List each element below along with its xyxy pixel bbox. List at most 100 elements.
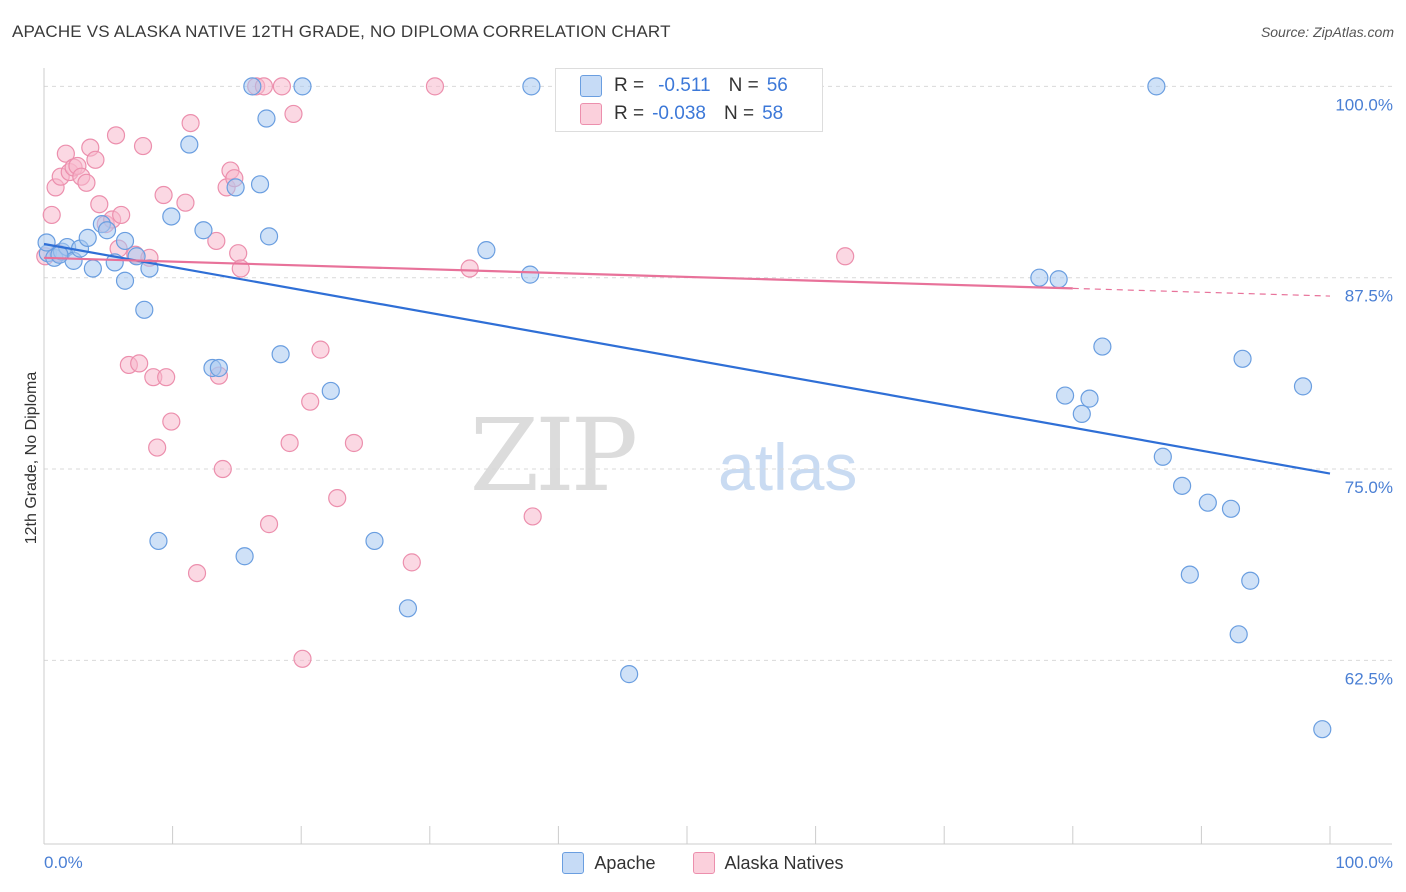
- apache-point: [477, 241, 496, 260]
- alaska-natives-point: [130, 354, 149, 373]
- apache-point: [180, 135, 199, 154]
- apache-point: [115, 271, 135, 290]
- trend-lines: [43, 242, 1331, 475]
- apache-point: [1153, 447, 1172, 466]
- legend-item-alaska-natives[interactable]: Alaska Natives: [692, 852, 844, 874]
- alaska-natives-point: [328, 488, 347, 508]
- alaska-natives-point: [402, 553, 421, 572]
- alaska-natives-point: [181, 114, 200, 133]
- apache-point: [83, 259, 102, 278]
- legend-swatch-alaska-natives: [692, 852, 715, 874]
- alaska-natives-point: [187, 563, 207, 583]
- alaska-natives-point: [213, 459, 232, 479]
- apache-point: [226, 178, 245, 197]
- apache-point: [398, 599, 418, 618]
- apache-point: [321, 381, 340, 401]
- apache-point: [209, 358, 228, 378]
- alaska-natives-point: [162, 412, 181, 431]
- alaska-natives-point: [311, 340, 330, 359]
- apache-point: [1233, 349, 1252, 368]
- apache-point: [1293, 377, 1313, 396]
- apache-point: [1055, 386, 1075, 405]
- alaska-natives-point: [280, 433, 299, 453]
- apache-r-label: R =: [614, 75, 645, 96]
- apache-point: [78, 228, 97, 247]
- apache-point: [257, 109, 276, 128]
- y-tick-label: 62.5%: [1345, 669, 1393, 688]
- apache-point: [365, 531, 384, 551]
- alaska-natives-point: [133, 136, 153, 156]
- alaska-natives-point: [836, 247, 855, 266]
- apache-n-value: 56: [766, 75, 788, 96]
- chart-legend: Apache Alaska Natives: [0, 852, 1406, 879]
- watermark-atlas: atlas: [718, 430, 857, 504]
- alaska-natives-trend-line: [43, 256, 1073, 290]
- alaska-r-value: -0.038: [652, 103, 706, 124]
- apache-point: [135, 300, 154, 319]
- correlation-stats-box: R = -0.511 N = 56 R = -0.038 N = 58: [555, 68, 823, 132]
- y-axis-label: 12th Grade, No Diploma: [23, 372, 40, 545]
- apache-point: [162, 207, 181, 226]
- y-tick-label: 75.0%: [1345, 478, 1393, 497]
- alaska-natives-point: [154, 185, 173, 205]
- alaska-natives-point: [207, 231, 226, 251]
- alaska-natives-point: [77, 173, 96, 192]
- alaska-natives-point: [176, 193, 195, 212]
- apache-point: [1241, 571, 1260, 590]
- apache-point: [271, 345, 290, 364]
- legend-label-apache: Apache: [594, 852, 656, 873]
- apache-point: [521, 265, 540, 284]
- alaska-natives-point: [259, 515, 279, 534]
- tick-labels: 100.0% 87.5% 75.0% 62.5% 0.0% 100.0%: [44, 95, 1393, 872]
- apache-point: [1049, 270, 1068, 289]
- alaska-natives-point: [344, 433, 364, 453]
- alaska-n-label: N =: [723, 103, 755, 124]
- apache-point: [1173, 476, 1192, 495]
- data-points: [36, 77, 1332, 739]
- y-tick-label: 100.0%: [1335, 95, 1393, 114]
- alaska-natives-point: [148, 438, 167, 457]
- alaska-natives-point: [229, 244, 248, 263]
- alaska-natives-point: [157, 368, 176, 387]
- legend-swatch-apache: [562, 852, 585, 874]
- apache-trend-line: [43, 242, 1331, 475]
- apache-point: [1221, 499, 1241, 518]
- apache-point: [1147, 77, 1166, 96]
- apache-point: [1030, 268, 1049, 287]
- apache-point: [1072, 404, 1091, 424]
- apache-point: [259, 227, 279, 246]
- alaska-natives-point: [523, 507, 542, 526]
- alaska-natives-point: [301, 392, 320, 411]
- x-tick-label: 0.0%: [44, 853, 83, 872]
- apache-point: [1198, 493, 1217, 512]
- legend-label-alaska-natives: Alaska Natives: [724, 852, 844, 873]
- watermark-zip: ZIP: [470, 397, 635, 514]
- apache-point: [1080, 389, 1099, 408]
- alaska-natives-point: [272, 77, 292, 96]
- alaska-n-value: 58: [762, 103, 784, 124]
- apache-point: [1313, 720, 1332, 739]
- apache-point: [522, 77, 541, 96]
- apache-point: [194, 221, 213, 240]
- alaska-natives-point: [86, 150, 105, 169]
- chart-title: APACHE VS ALASKA NATIVE 12TH GRADE, NO D…: [12, 22, 671, 41]
- apache-n-label: N =: [728, 75, 759, 96]
- apache-point: [235, 547, 254, 566]
- alaska-natives-point: [56, 144, 75, 163]
- alaska-swatch: [580, 103, 602, 125]
- alaska-natives-point: [90, 195, 109, 214]
- apache-point: [620, 665, 639, 684]
- apache-point: [243, 77, 262, 96]
- alaska-natives-point: [460, 259, 479, 278]
- apache-point: [250, 175, 270, 194]
- zipatlas-watermark: ZIP atlas: [470, 397, 858, 514]
- legend-item-apache[interactable]: Apache: [562, 852, 655, 874]
- alaska-natives-point: [293, 649, 312, 668]
- y-tick-label: 87.5%: [1345, 287, 1393, 306]
- apache-point: [293, 77, 312, 96]
- apache-point: [1093, 337, 1112, 356]
- apache-point: [149, 531, 168, 551]
- source-label: Source: ZipAtlas.com: [1260, 24, 1394, 40]
- alaska-natives-trend-extension: [1072, 287, 1331, 297]
